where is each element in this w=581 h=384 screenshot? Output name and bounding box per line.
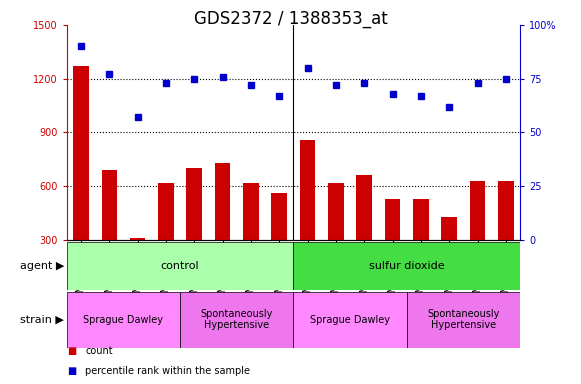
Text: sulfur dioxide: sulfur dioxide (369, 261, 444, 271)
Bar (442, 217, 457, 240)
Bar (67, 242, 293, 290)
Bar (67, 292, 180, 348)
Bar (293, 292, 407, 348)
Bar (243, 183, 259, 240)
Text: agent ▶: agent ▶ (20, 261, 64, 271)
Text: Sprague Dawley: Sprague Dawley (310, 314, 390, 325)
Bar (498, 181, 514, 240)
Text: ■: ■ (67, 346, 76, 356)
Bar (413, 199, 429, 240)
Bar (407, 292, 520, 348)
Bar (469, 181, 485, 240)
Bar (293, 242, 520, 290)
Text: Sprague Dawley: Sprague Dawley (84, 314, 163, 325)
Bar (215, 163, 231, 240)
Text: count: count (85, 346, 113, 356)
Bar (102, 170, 117, 240)
Bar (271, 194, 287, 240)
Bar (187, 168, 202, 240)
Bar (328, 183, 344, 240)
Text: control: control (161, 261, 199, 271)
Bar (73, 66, 89, 240)
Bar (158, 183, 174, 240)
Bar (356, 175, 372, 240)
Bar (130, 238, 145, 240)
Text: strain ▶: strain ▶ (20, 314, 64, 325)
Text: percentile rank within the sample: percentile rank within the sample (85, 366, 250, 376)
Text: Spontaneously
Hypertensive: Spontaneously Hypertensive (200, 309, 273, 331)
Bar (300, 140, 315, 240)
Text: ■: ■ (67, 366, 76, 376)
Text: Spontaneously
Hypertensive: Spontaneously Hypertensive (427, 309, 500, 331)
Text: GDS2372 / 1388353_at: GDS2372 / 1388353_at (193, 10, 388, 28)
Bar (385, 199, 400, 240)
Bar (180, 292, 293, 348)
